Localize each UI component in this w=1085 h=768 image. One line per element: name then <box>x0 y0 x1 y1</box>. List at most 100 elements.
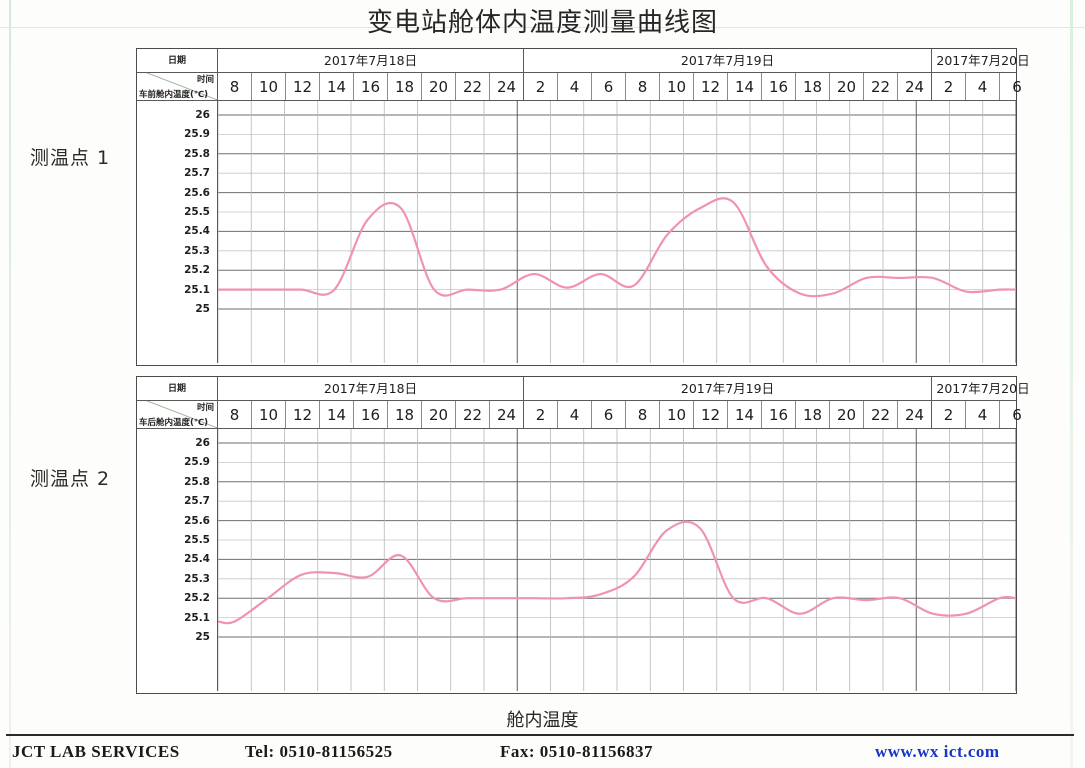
hour-header-cell: 6 <box>1012 406 1022 424</box>
date-corner-cell: 日期 <box>137 49 218 72</box>
date-header-row: 日期 2017年7月18日 2017年7月19日 2017年7月20日 <box>137 49 1030 73</box>
plot-area-2 <box>218 429 1016 691</box>
y-axis-tick: 25.8 <box>184 147 210 160</box>
plot-wrap-1: 26 25.9 25.8 25.7 25.6 25.5 25.4 25.3 25.2 25.1 25 <box>137 101 1016 363</box>
y-axis-tick: 25 <box>195 631 210 643</box>
y-axis-tick: 25.6 <box>184 186 210 199</box>
y-axis-tick: 25.9 <box>184 456 210 469</box>
hour-header-cell: 24 <box>898 73 932 100</box>
measurement-point-2-label: 测温点 2 <box>30 468 111 490</box>
chart-block-point-2: 日期 2017年7月18日 2017年7月19日 2017年7月20日 时间 车后舱… <box>136 376 1030 694</box>
hour-header-cell: 16 <box>762 73 796 100</box>
hour-header-cell: 16 <box>354 401 388 428</box>
date-label: 日期 <box>167 56 186 66</box>
hour-header-cell: 10 <box>252 73 286 100</box>
hour-header-cell: 2 <box>524 73 558 100</box>
footer-fax: Fax: 0510-81156837 <box>500 742 654 761</box>
page-title: 变电站舱体内温度测量曲线图 <box>366 8 718 38</box>
hour-header-cell: 8 <box>218 73 252 100</box>
y-axis-tick: 25.8 <box>184 475 210 488</box>
temperature-curve <box>218 520 1016 625</box>
y-axis-tick: 25.5 <box>184 206 210 218</box>
hour-header-cell: 4 <box>966 401 1000 428</box>
scan-edge-top <box>0 27 1085 28</box>
date-corner-cell: 日期 <box>137 377 218 400</box>
hour-header-cell: 24 <box>898 401 932 428</box>
plot-wrap-2: 26 25.9 25.8 25.7 25.6 25.5 25.4 25.3 25.2 25.1 25 <box>137 429 1016 691</box>
hour-header-row: 时间 车前舱内温度(℃) 8 10 12 14 16 18 20 22 24 2 4 6 8 10 12 14… <box>137 73 1022 101</box>
hour-header-cell: 10 <box>252 401 286 428</box>
temp-axis-label: 车后舱内温度(℃) <box>139 418 209 428</box>
hour-header-cell: 6 <box>1012 78 1022 96</box>
y-axis-tick: 25.1 <box>184 611 210 624</box>
hour-header-cell: 18 <box>388 401 422 428</box>
y-axis-tick: 25.7 <box>184 167 210 180</box>
y-axis-tick: 25 <box>195 303 210 315</box>
chart-block-point-1: 日期 2017年7月18日 2017年7月19日 2017年7月20日 时间 车前舱… <box>136 48 1030 366</box>
hour-header-cell: 2 <box>932 401 966 428</box>
y-axis-tick: 25.4 <box>184 225 210 238</box>
plot-area-1 <box>218 101 1016 363</box>
footer-website-link[interactable]: www.wx ict.com <box>875 742 1000 761</box>
date-label: 日期 <box>167 384 186 394</box>
date-header-cell: 2017年7月19日 <box>524 49 932 72</box>
scan-edge-right <box>1070 0 1073 768</box>
y-axis-tick: 25.2 <box>184 592 210 605</box>
hour-header-cell: 14 <box>320 73 354 100</box>
footer-divider <box>6 734 1074 736</box>
date-header-row: 日期 2017年7月18日 2017年7月19日 2017年7月20日 <box>137 377 1030 401</box>
y-axis-labels-2: 26 25.9 25.8 25.7 25.6 25.5 25.4 25.3 25.2 25.1 25 <box>137 429 218 691</box>
hour-cells-2: 8 10 12 14 16 18 20 22 24 2 4 6 8 10 12 14 16 18 20 22 24 2 4 6 <box>218 401 1034 428</box>
y-axis-tick: 25.3 <box>184 244 210 257</box>
scan-edge-left <box>9 0 11 768</box>
hour-header-cell: 20 <box>422 73 456 100</box>
hour-header-cell: 12 <box>286 73 320 100</box>
date-header-cell: 2017年7月18日 <box>218 377 524 400</box>
hour-header-cell: 20 <box>830 401 864 428</box>
y-axis-tick: 25.3 <box>184 572 210 585</box>
date-header-cell: 2017年7月18日 <box>218 49 524 72</box>
date-cells-1: 2017年7月18日 2017年7月19日 2017年7月20日 <box>218 49 1034 72</box>
footer-row: JCT LAB SERVICES Tel: 0510-81156525 Fax:… <box>0 742 1085 768</box>
time-label: 时间 <box>196 403 214 413</box>
date-header-cell: 2017年7月20日 <box>936 53 1030 68</box>
time-label: 时间 <box>196 75 214 85</box>
hour-header-cell: 22 <box>864 73 898 100</box>
hour-header-cell: 2 <box>524 401 558 428</box>
y-axis-tick: 26 <box>195 437 210 449</box>
hour-header-cell: 18 <box>796 73 830 100</box>
temperature-curve <box>218 197 1016 298</box>
hour-header-cell: 22 <box>456 73 490 100</box>
measurement-point-1-label: 测温点 1 <box>30 147 111 169</box>
y-axis-tick: 25.1 <box>184 283 210 296</box>
footer-tel: Tel: 0510-81156525 <box>245 742 393 761</box>
hour-cells-1: 8 10 12 14 16 18 20 22 24 2 4 6 8 10 12 14 16 18 20 22 24 2 4 6 <box>218 73 1034 100</box>
hour-header-cell: 8 <box>626 401 660 428</box>
time-temp-corner-cell: 时间 车前舱内温度(℃) <box>137 73 218 100</box>
hour-header-cell: 20 <box>830 73 864 100</box>
y-axis-tick: 25.6 <box>184 514 210 527</box>
hour-header-cell: 18 <box>388 73 422 100</box>
footer-caption: 舱内温度 <box>506 710 579 731</box>
hour-header-cell: 14 <box>728 401 762 428</box>
hour-header-cell: 10 <box>660 73 694 100</box>
hour-header-cell: 22 <box>864 401 898 428</box>
y-axis-tick: 25.2 <box>184 264 210 277</box>
date-header-cell: 2017年7月19日 <box>524 377 932 400</box>
hour-header-cell: 14 <box>728 73 762 100</box>
hour-header-cell: 12 <box>694 401 728 428</box>
hour-header-cell: 4 <box>966 73 1000 100</box>
hour-header-cell: 22 <box>456 401 490 428</box>
hour-header-cell: 24 <box>490 73 524 100</box>
temp-axis-label: 车前舱内温度(℃) <box>139 90 209 100</box>
hour-header-cell: 16 <box>762 401 796 428</box>
hour-header-cell: 16 <box>354 73 388 100</box>
y-axis-tick: 25.9 <box>184 128 210 141</box>
date-header-cell: 2017年7月20日 <box>936 381 1030 396</box>
y-axis-tick: 25.5 <box>184 534 210 546</box>
footer-company: JCT LAB SERVICES <box>12 742 180 761</box>
y-axis-tick: 25.4 <box>184 553 210 566</box>
hour-header-cell: 14 <box>320 401 354 428</box>
hour-header-cell: 12 <box>694 73 728 100</box>
hour-header-row: 时间 车后舱内温度(℃) 8 10 12 14 16 18 20 22 24 2 4 6 8 10 12 14… <box>137 401 1022 429</box>
